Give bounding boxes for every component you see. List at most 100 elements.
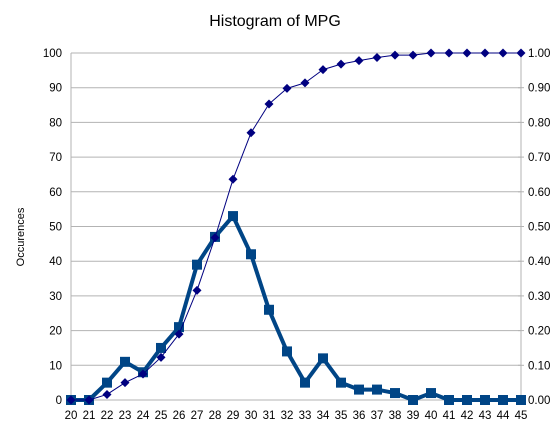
data-point-diamond <box>408 50 418 60</box>
y-tick-label: 100 <box>43 48 62 60</box>
data-point-diamond <box>138 369 148 379</box>
data-point-diamond <box>84 395 94 405</box>
data-point-square <box>246 249 256 260</box>
y-tick-label: 20 <box>49 326 62 338</box>
y2-axis-ticks: 0.00 0.10 0.20 0.30 0.40 0.50 0.60 0.70 0.80 0.90… <box>528 48 550 407</box>
data-point-square <box>120 356 130 367</box>
x-tick-label: 20 <box>65 410 78 422</box>
data-point-square <box>300 377 310 388</box>
y-tick-label: 60 <box>49 187 62 199</box>
data-point-square <box>444 395 454 405</box>
data-point-square <box>336 377 346 388</box>
y2-tick-label: 0.20 <box>528 326 550 338</box>
data-point-square <box>354 384 364 395</box>
data-point-diamond <box>444 48 454 58</box>
x-tick-label: 37 <box>371 410 384 422</box>
grid-lines <box>71 52 521 401</box>
x-tick-label: 34 <box>317 410 330 422</box>
data-point-square <box>102 377 112 388</box>
y-tick-label: 30 <box>49 291 62 303</box>
y2-tick-label: 0.10 <box>528 360 550 372</box>
data-point-diamond <box>120 378 130 388</box>
data-point-square <box>462 395 472 405</box>
data-point-diamond <box>318 65 328 75</box>
data-point-diamond <box>174 329 184 339</box>
x-tick-label: 25 <box>155 410 168 422</box>
series-1 <box>66 211 526 405</box>
data-point-diamond <box>354 56 364 66</box>
y-tick-label: 80 <box>49 117 62 129</box>
y2-tick-label: 0.50 <box>528 222 550 234</box>
y-tick-label: 0 <box>56 395 62 407</box>
data-point-diamond <box>462 48 472 58</box>
x-tick-label: 41 <box>443 410 456 422</box>
data-point-diamond <box>228 174 238 184</box>
y-axis-label: Occurences <box>15 207 27 266</box>
data-point-diamond <box>156 352 166 362</box>
data-point-diamond <box>516 48 526 58</box>
y2-tick-label: 0.60 <box>528 187 550 199</box>
x-tick-label: 26 <box>173 410 186 422</box>
x-tick-label: 36 <box>353 410 366 422</box>
data-point-diamond <box>300 78 310 88</box>
data-point-square <box>174 322 184 333</box>
chart-title: Histogram of MPG <box>209 13 341 30</box>
data-point-square <box>480 395 490 405</box>
data-point-diamond <box>372 53 382 63</box>
data-point-square <box>390 388 400 399</box>
x-tick-label: 44 <box>497 410 510 422</box>
data-point-square <box>192 259 202 270</box>
x-tick-label: 27 <box>191 410 204 422</box>
data-point-diamond <box>210 233 220 243</box>
y2-tick-label: 0.40 <box>528 256 550 268</box>
data-point-diamond <box>390 50 400 60</box>
x-tick-label: 43 <box>479 410 492 422</box>
data-point-diamond <box>498 48 508 58</box>
series-2 <box>66 48 526 405</box>
y-axis-ticks: 0 10 20 30 40 50 60 70 80 90 100 <box>43 48 62 407</box>
data-point-diamond <box>282 83 292 93</box>
x-tick-label: 30 <box>245 410 258 422</box>
data-point-square <box>498 395 508 405</box>
y-tick-label: 50 <box>49 222 62 234</box>
data-point-diamond <box>336 59 346 69</box>
y-tick-label: 90 <box>49 83 62 95</box>
data-point-square <box>408 395 418 405</box>
y2-tick-label: 0.30 <box>528 291 550 303</box>
data-point-square <box>264 304 274 315</box>
data-point-square <box>516 395 526 405</box>
data-point-diamond <box>66 395 76 405</box>
data-point-diamond <box>480 48 490 58</box>
data-point-diamond <box>246 128 256 138</box>
data-point-square <box>282 346 292 357</box>
x-tick-label: 35 <box>335 410 348 422</box>
x-tick-label: 32 <box>281 410 294 422</box>
x-tick-label: 31 <box>263 410 276 422</box>
x-tick-label: 28 <box>209 410 222 422</box>
x-tick-label: 24 <box>137 410 150 422</box>
y2-tick-label: 0.70 <box>528 152 550 164</box>
y-tick-label: 70 <box>49 152 62 164</box>
y2-tick-label: 0.80 <box>528 117 550 129</box>
series-layer <box>66 48 526 405</box>
x-tick-label: 45 <box>515 410 528 422</box>
data-point-square <box>156 342 166 353</box>
data-point-square <box>228 211 238 222</box>
x-axis-ticks: 20 21 22 23 24 25 26 27 28 29 30 31 32 33 34 35 36 37 38 39… <box>65 410 528 422</box>
y2-tick-label: 0.90 <box>528 83 550 95</box>
data-point-diamond <box>102 389 112 399</box>
x-tick-label: 33 <box>299 410 312 422</box>
data-point-square <box>426 388 436 399</box>
x-tick-label: 29 <box>227 410 240 422</box>
x-tick-label: 39 <box>407 410 420 422</box>
y2-tick-label: 0.00 <box>528 395 550 407</box>
data-point-diamond <box>264 99 274 109</box>
data-point-square <box>318 353 328 364</box>
y2-tick-label: 1.00 <box>528 48 550 60</box>
x-tick-label: 21 <box>83 410 96 422</box>
x-tick-label: 42 <box>461 410 474 422</box>
data-point-diamond <box>426 48 436 58</box>
data-point-diamond <box>192 285 202 295</box>
y-tick-label: 40 <box>49 256 62 268</box>
